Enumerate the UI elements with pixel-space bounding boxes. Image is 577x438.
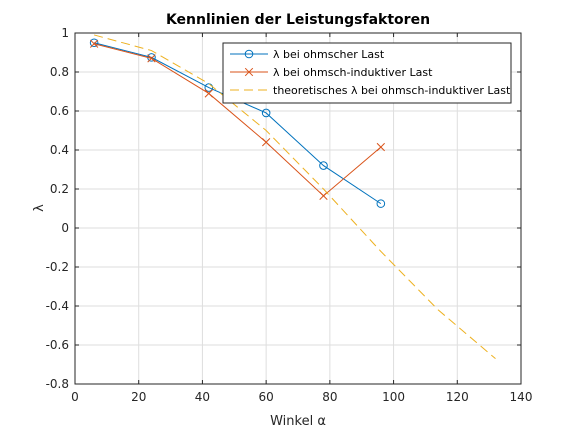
x-tick-label: 40 (195, 390, 210, 404)
y-tick-label: 0.2 (50, 182, 69, 196)
y-tick-label: 0 (61, 221, 69, 235)
y-tick-label: -0.2 (46, 260, 69, 274)
series-line-3 (93, 34, 496, 360)
y-tick-label: -0.4 (46, 299, 69, 313)
series-1-point (89, 38, 99, 48)
series-2-point (147, 54, 156, 63)
x-tick-label: 140 (510, 390, 533, 404)
series-2-point (261, 138, 271, 147)
x-tick-label: 80 (322, 390, 337, 404)
series-2-point-stroke-b (319, 191, 328, 200)
legend-marker-2-stroke-b (244, 67, 254, 77)
y-tick-label: 0.6 (50, 104, 69, 118)
x-tick-label: 60 (259, 390, 274, 404)
plot-frame (74, 32, 522, 385)
y-tick-label: 0.8 (50, 65, 69, 79)
legend-label-3: theoretisches λ bei ohmsch-induktiver La… (273, 84, 511, 97)
y-tick-label: 0.4 (50, 143, 69, 157)
series-1-point (376, 199, 386, 208)
legend-label-1: λ bei ohmscher Last (273, 48, 385, 61)
legend-box (222, 42, 512, 104)
y-tick-label: -0.8 (46, 377, 69, 391)
series-2-point (319, 191, 328, 200)
x-tick-label: 100 (382, 390, 405, 404)
legend-marker-2 (244, 67, 254, 77)
legend: λ bei ohmscher Last λ bei ohmsch-induktiv… (222, 42, 512, 104)
x-tick-label: 120 (446, 390, 469, 404)
series-2-point-stroke-b (204, 89, 213, 98)
series-2-point-stroke-b (147, 54, 156, 63)
x-axis-label: Winkel α (270, 414, 326, 429)
series-1-point (204, 83, 214, 92)
legend-marker-1 (244, 49, 254, 59)
legend-label-2: λ bei ohmsch-induktiver Last (273, 66, 433, 79)
series-2-point-stroke-b (376, 142, 385, 152)
series-2-point (204, 89, 213, 98)
x-tick-label: 0 (71, 390, 79, 404)
y-tick-label: 1 (61, 26, 69, 40)
series-2-point (376, 142, 385, 152)
y-tick-label: -0.6 (46, 338, 69, 352)
series-2-point-stroke-b (89, 39, 99, 48)
series-2-point (89, 39, 99, 48)
x-tick-label: 20 (131, 390, 146, 404)
series-1-point (261, 108, 271, 118)
series-1-point (319, 161, 328, 170)
chart-title: Kennlinien der Leistungsfaktoren (166, 12, 430, 28)
series-2-point-stroke-b (261, 138, 271, 147)
y-axis-label: λ (32, 204, 47, 212)
series-line-2 (93, 43, 382, 197)
axes: 0 20 40 60 80 100 120 140 -0.8 -0.6 -0.4 -0.2 0 0.2 0.… (46, 26, 533, 404)
